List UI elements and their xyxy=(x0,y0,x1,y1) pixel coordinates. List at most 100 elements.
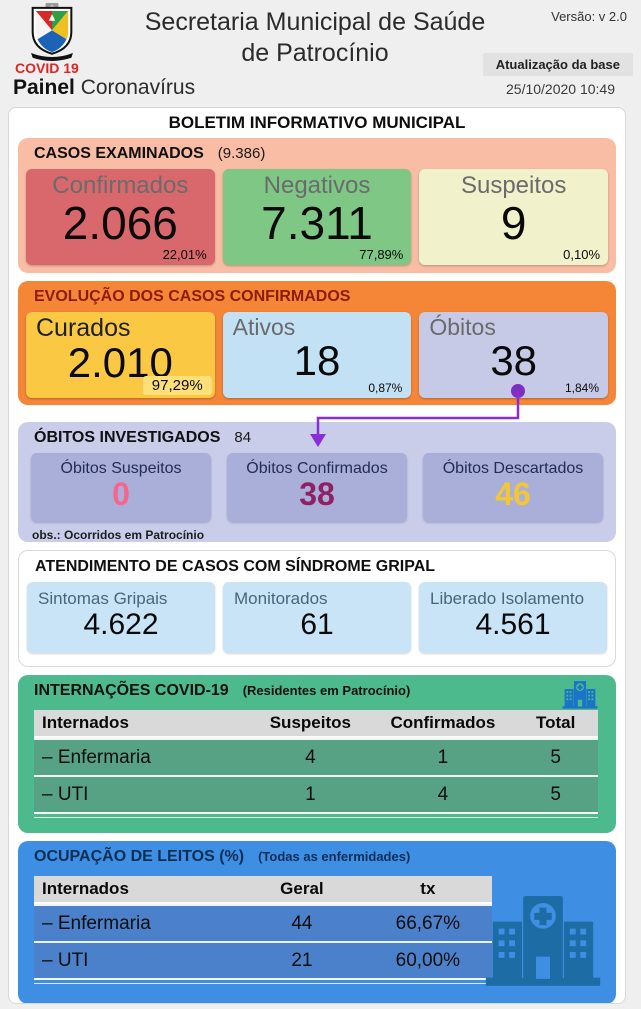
card-obitos-suspeitos: Óbitos Suspeitos 0 xyxy=(31,453,211,522)
cell-tx: 60,00% xyxy=(395,949,461,971)
internacoes-title: INTERNAÇÕES COVID-19 xyxy=(34,682,229,699)
card-confirmados-label: Confirmados xyxy=(52,172,189,199)
card-curados-percent: 97,29% xyxy=(142,376,212,395)
table-row-uti: – UTI 1 4 5 xyxy=(34,775,598,812)
card-monitorados: Monitorados 61 xyxy=(223,582,411,653)
card-curados: Curados 2.010 97,29% xyxy=(26,312,215,398)
card-obitos-value: 38 xyxy=(490,337,538,384)
card-sintomas-gripais-label: Sintomas Gripais xyxy=(38,589,168,608)
casos-total: (9.386) xyxy=(217,145,266,162)
internacoes-subtitle: (Residentes em Patrocínio) xyxy=(242,683,411,698)
row-label: – UTI xyxy=(42,783,89,805)
card-liberado-isolamento-label: Liberado Isolamento xyxy=(430,589,585,608)
col-internados: Internados xyxy=(42,879,129,898)
ocupacao-table-header: Internados Geral tx xyxy=(34,876,492,904)
row-label: – Enfermaria xyxy=(42,912,151,934)
card-suspeitos-value: 9 xyxy=(500,197,527,249)
card-curados-label: Curados xyxy=(36,314,131,342)
cell-tx: 66,67% xyxy=(395,912,461,934)
table-bottom-rule xyxy=(34,978,492,984)
cell-geral: 44 xyxy=(291,912,313,934)
cell-confirmados: 4 xyxy=(437,783,449,805)
card-negativos-label: Negativos xyxy=(263,172,371,199)
cell-geral: 21 xyxy=(291,949,313,971)
card-ativos-label: Ativos xyxy=(232,314,296,340)
card-obitos-label: Óbitos xyxy=(429,314,496,340)
obitos-total: 84 xyxy=(234,429,252,446)
cell-total: 5 xyxy=(550,746,561,768)
hospital-icon xyxy=(562,681,598,709)
ocupacao-table: Internados Geral tx – Enfermaria 44 66,6… xyxy=(34,876,492,984)
card-liberado-isolamento-value: 4.561 xyxy=(475,608,551,641)
col-suspeitos: Suspeitos xyxy=(269,713,351,732)
card-suspeitos-percent: 0,10% xyxy=(563,247,601,262)
card-ativos-percent: 0,87% xyxy=(368,381,403,395)
card-monitorados-label: Monitorados xyxy=(234,589,328,608)
card-obitos-descartados: Óbitos Descartados 46 xyxy=(423,453,603,522)
panel-title: Painel Coronavírus xyxy=(13,76,195,100)
col-confirmados: Confirmados xyxy=(390,713,496,732)
obitos-title: ÓBITOS INVESTIGADOS xyxy=(34,429,221,446)
section-sindrome-gripal: ATENDIMENTO DE CASOS COM SÍNDROME GRIPAL… xyxy=(18,550,616,667)
city-crest-logo xyxy=(31,3,73,61)
panel-title-rest: Coronavírus xyxy=(74,76,196,99)
col-internados: Internados xyxy=(42,713,129,732)
card-sintomas-gripais: Sintomas Gripais 4.622 xyxy=(27,582,215,653)
base-update-button[interactable]: Atualização da base xyxy=(482,53,633,76)
table-bottom-rule xyxy=(34,812,598,818)
row-label: – Enfermaria xyxy=(42,746,151,768)
internacoes-table: Internados Suspeitos Confirmados Total –… xyxy=(34,710,598,818)
card-ativos-value: 18 xyxy=(293,337,341,384)
card-obitos-confirmados-label: Óbitos Confirmados xyxy=(246,460,388,477)
card-obitos-descartados-label: Óbitos Descartados xyxy=(442,460,584,477)
panel-title-bold: Painel xyxy=(13,76,75,99)
ocupacao-title: OCUPAÇÃO DE LEITOS (%) xyxy=(34,848,245,865)
hospital-icon xyxy=(485,896,601,986)
base-update-datetime: 25/10/2020 10:49 xyxy=(506,81,615,97)
card-obitos-descartados-value: 46 xyxy=(495,476,531,512)
card-liberado-isolamento: Liberado Isolamento 4.561 xyxy=(419,582,607,653)
card-ativos: Ativos 18 0,87% xyxy=(222,312,412,398)
page-title-line1: Secretaria Municipal de Saúde xyxy=(144,8,486,36)
card-obitos-confirmados: Óbitos Confirmados 38 xyxy=(227,453,407,522)
card-sintomas-gripais-value: 4.622 xyxy=(83,608,159,641)
gripal-title: ATENDIMENTO DE CASOS COM SÍNDROME GRIPAL xyxy=(35,558,436,575)
col-total: Total xyxy=(536,713,576,732)
covid19-label: COVID 19 xyxy=(15,60,79,76)
table-row-enfermaria: – Enfermaria 4 1 5 xyxy=(34,738,598,775)
card-suspeitos-label: Suspeitos xyxy=(460,172,567,199)
card-negativos: Negativos 7.311 77,89% xyxy=(222,169,412,265)
card-obitos: Óbitos 38 1,84% xyxy=(419,312,609,398)
card-confirmados-value: 2.066 xyxy=(62,197,178,249)
cell-total: 5 xyxy=(550,783,561,805)
card-negativos-value: 7.311 xyxy=(261,197,373,249)
table-row-enfermaria: – Enfermaria 44 66,67% xyxy=(34,904,492,941)
table-row-uti: – UTI 21 60,00% xyxy=(34,941,492,978)
page-title: Secretaria Municipal de Saúde de Patrocí… xyxy=(130,7,500,68)
card-obitos-suspeitos-value: 0 xyxy=(112,476,130,512)
section-ocupacao-leitos: OCUPAÇÃO DE LEITOS (%) (Todas as enfermi… xyxy=(18,841,616,1003)
card-obitos-confirmados-value: 38 xyxy=(299,476,335,512)
card-monitorados-value: 61 xyxy=(300,608,334,641)
card-confirmados-percent: 22,01% xyxy=(162,247,207,262)
card-obitos-suspeitos-label: Óbitos Suspeitos xyxy=(60,460,182,477)
casos-title: CASOS EXAMINADOS xyxy=(34,145,204,162)
row-label: – UTI xyxy=(42,949,89,971)
bulletin-title: BOLETIM INFORMATIVO MUNICIPAL xyxy=(168,113,466,132)
card-confirmados: Confirmados 2.066 22,01% xyxy=(26,169,215,265)
cell-suspeitos: 4 xyxy=(305,746,316,768)
cell-confirmados: 1 xyxy=(437,746,449,768)
version-label: Versão: v 2.0 xyxy=(551,9,627,24)
bulletin-panel: BOLETIM INFORMATIVO MUNICIPAL CASOS EXAM… xyxy=(8,107,626,1004)
page-title-line2: de Patrocínio xyxy=(241,38,389,67)
card-negativos-percent: 77,89% xyxy=(359,247,404,262)
section-obitos-investigados: ÓBITOS INVESTIGADOS 84 Óbitos Suspeitos … xyxy=(18,422,616,542)
col-geral: Geral xyxy=(280,879,324,898)
col-tx: tx xyxy=(420,879,436,898)
evolucao-title: EVOLUÇÃO DOS CASOS CONFIRMADOS xyxy=(34,288,351,305)
ocupacao-subtitle: (Todas as enfermidades) xyxy=(258,849,411,864)
card-obitos-percent: 1,84% xyxy=(564,381,600,395)
section-evolucao: EVOLUÇÃO DOS CASOS CONFIRMADOS Curados 2… xyxy=(18,281,616,405)
app-header: COVID 19 Painel Coronavírus Secretaria M… xyxy=(0,0,641,107)
internacoes-table-header: Internados Suspeitos Confirmados Total xyxy=(34,710,598,738)
